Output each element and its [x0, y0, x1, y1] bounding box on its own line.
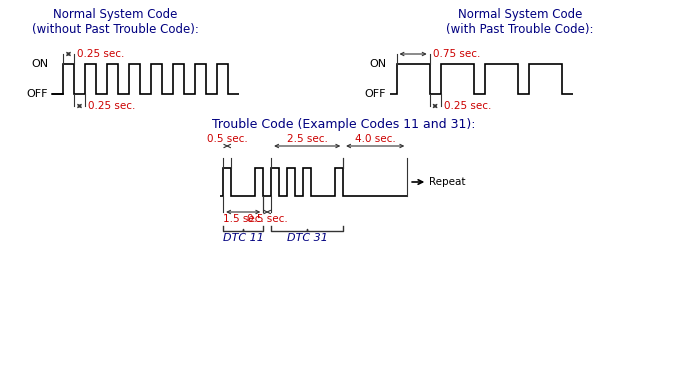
Text: 4.0 sec.: 4.0 sec.	[355, 134, 396, 144]
Text: Repeat: Repeat	[429, 177, 466, 187]
Text: ON: ON	[31, 59, 48, 69]
Text: ON: ON	[369, 59, 386, 69]
Text: 0.5 sec.: 0.5 sec.	[247, 214, 288, 224]
Text: 0.25 sec.: 0.25 sec.	[77, 49, 125, 59]
Text: OFF: OFF	[27, 89, 48, 99]
Text: OFF: OFF	[365, 89, 386, 99]
Text: Trouble Code (Example Codes 11 and 31):: Trouble Code (Example Codes 11 and 31):	[213, 118, 475, 131]
Text: 0.5 sec.: 0.5 sec.	[207, 134, 248, 144]
Text: 2.5 sec.: 2.5 sec.	[287, 134, 327, 144]
Text: 1.5 sec.: 1.5 sec.	[223, 214, 264, 224]
Text: 0.25 sec.: 0.25 sec.	[88, 101, 136, 111]
Text: 0.25 sec.: 0.25 sec.	[444, 101, 491, 111]
Text: 0.75 sec.: 0.75 sec.	[433, 49, 480, 59]
Text: Normal System Code
(with Past Trouble Code):: Normal System Code (with Past Trouble Co…	[447, 8, 594, 36]
Text: Normal System Code
(without Past Trouble Code):: Normal System Code (without Past Trouble…	[32, 8, 198, 36]
Text: DTC 11: DTC 11	[223, 233, 264, 243]
Text: DTC 31: DTC 31	[287, 233, 327, 243]
